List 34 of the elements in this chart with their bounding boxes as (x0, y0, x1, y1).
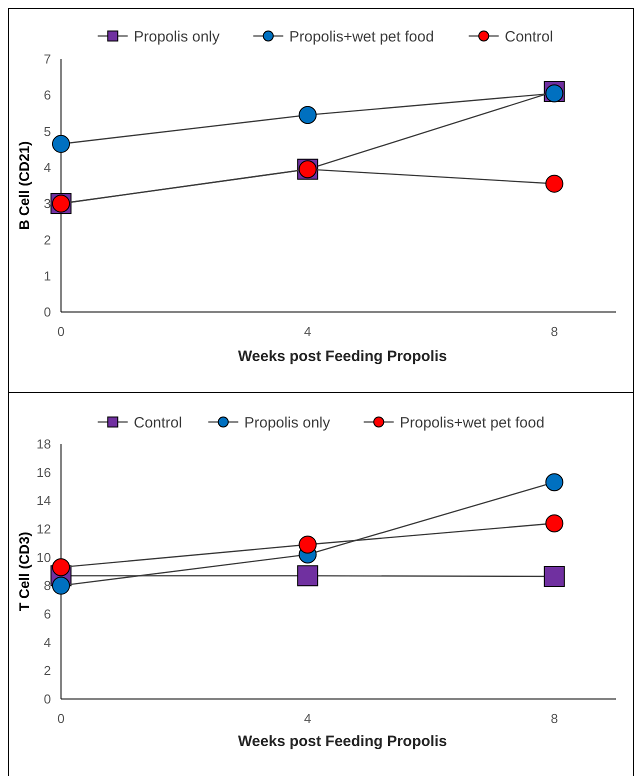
legend-label: Propolis+wet pet food (289, 28, 434, 46)
y-tick-label: 18 (36, 436, 51, 452)
y-tick-label: 14 (36, 493, 51, 508)
x-axis-title: Weeks post Feeding Propolis (238, 348, 447, 365)
legend-label: Propolis+wet pet food (400, 414, 544, 432)
y-tick-label: 4 (44, 160, 51, 175)
y-tick-label: 8 (44, 578, 51, 594)
y-tick-label: 6 (44, 88, 51, 103)
x-tick-label: 0 (57, 711, 65, 726)
y-tick-label: 2 (44, 663, 51, 678)
y-tick-label: 1 (44, 268, 51, 284)
x-tick-label: 8 (550, 324, 558, 339)
legend-label: Control (134, 414, 182, 432)
x-tick-label: 4 (304, 324, 312, 339)
y-tick-label: 0 (44, 304, 51, 320)
y-tick-label: 7 (44, 52, 51, 67)
y-tick-label: 5 (44, 124, 51, 139)
y-tick-label: 3 (44, 196, 51, 212)
legend-label: Propolis only (134, 28, 220, 46)
y-tick-label: 6 (44, 606, 51, 622)
x-tick-label: 8 (550, 711, 558, 726)
y-tick-label: 10 (36, 550, 51, 565)
legend-label: Propolis only (244, 414, 331, 432)
x-axis-title: Weeks post Feeding Propolis (238, 733, 447, 750)
y-axis-title: B Cell (CD21) (16, 141, 32, 230)
y-tick-label: 2 (44, 232, 51, 248)
x-tick-label: 4 (304, 711, 312, 726)
legend-label: Control (504, 28, 554, 46)
y-tick-label: 12 (36, 522, 51, 537)
y-tick-label: 16 (36, 464, 51, 480)
y-axis-title: T Cell (CD3) (16, 532, 32, 612)
y-tick-label: 4 (44, 634, 51, 650)
y-tick-label: 0 (44, 692, 51, 707)
x-tick-label: 0 (57, 324, 65, 339)
